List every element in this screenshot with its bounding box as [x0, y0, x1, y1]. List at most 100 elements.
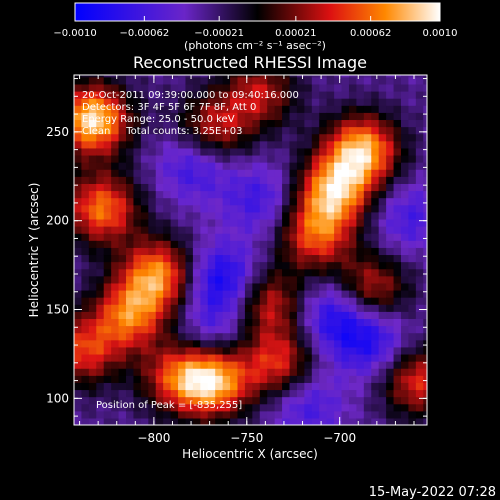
heatmap-cell: [252, 211, 261, 220]
heatmap-cell: [103, 410, 112, 419]
heatmap-cell: [74, 98, 83, 106]
heatmap-cell: [96, 396, 105, 405]
heatmap-cell: [230, 268, 239, 277]
heatmap-cell: [215, 346, 224, 355]
heatmap-cell: [140, 361, 149, 369]
heatmap-cell: [326, 311, 335, 319]
heatmap-cell: [215, 105, 224, 113]
heatmap-cell: [363, 254, 372, 263]
heatmap-cell: [408, 410, 417, 419]
heatmap-cell: [111, 162, 120, 170]
heatmap-cell: [415, 98, 424, 106]
heatmap-cell: [259, 417, 268, 425]
heatmap-cell: [215, 417, 224, 425]
heatmap-cell: [215, 254, 224, 263]
heatmap-cell: [363, 154, 372, 163]
heatmap-cell: [133, 76, 142, 85]
heatmap-cell: [148, 105, 157, 113]
heatmap-cell: [178, 233, 187, 241]
heatmap-cell: [192, 169, 201, 177]
heatmap-cell: [386, 325, 395, 334]
heatmap-cell: [252, 112, 261, 121]
heatmap-cell: [311, 83, 320, 92]
heatmap-cell: [311, 297, 320, 305]
heatmap-cell: [148, 353, 157, 362]
heatmap-cell: [274, 83, 283, 92]
heatmap-cell: [103, 268, 112, 277]
heatmap-cell: [334, 197, 343, 206]
heatmap-cell: [185, 268, 194, 277]
heatmap-cell: [296, 282, 305, 291]
heatmap-cell: [170, 403, 179, 412]
heatmap-cell: [371, 346, 380, 355]
heatmap-cell: [371, 318, 380, 327]
heatmap-cell: [215, 83, 224, 92]
heatmap-cell: [215, 119, 224, 128]
heatmap-cell: [222, 304, 231, 312]
heatmap-cell: [386, 346, 395, 355]
heatmap-cell: [178, 282, 187, 291]
heatmap-cell: [393, 75, 402, 78]
heatmap-cell: [244, 297, 253, 305]
heatmap-cell: [296, 268, 305, 277]
heatmap-cell: [170, 268, 179, 277]
heatmap-cell: [408, 396, 417, 405]
heatmap-cell: [289, 112, 298, 121]
heatmap-cell: [267, 346, 276, 355]
heatmap-cell: [259, 304, 268, 312]
heatmap-cell: [81, 353, 90, 362]
heatmap-cell: [88, 261, 97, 270]
heatmap-cell: [237, 211, 246, 220]
heatmap-cell: [363, 268, 372, 277]
heatmap-cell: [296, 417, 305, 425]
heatmap-cell: [378, 233, 387, 241]
heatmap-cell: [207, 112, 216, 121]
heatmap-cell: [81, 154, 90, 163]
heatmap-cell: [393, 76, 402, 85]
heatmap-cell: [178, 389, 187, 398]
heatmap-cell: [304, 233, 313, 241]
heatmap-cell: [274, 240, 283, 248]
heatmap-cell: [103, 197, 112, 206]
heatmap-cell: [103, 119, 112, 128]
heatmap-cell: [267, 332, 276, 341]
heatmap-cell: [415, 233, 424, 241]
x-axis-ticks: [79, 75, 415, 425]
heatmap-cell: [111, 261, 120, 270]
heatmap-cell: [326, 240, 335, 248]
heatmap-cell: [259, 403, 268, 412]
heatmap-cell: [408, 133, 417, 142]
heatmap-cell: [386, 382, 395, 391]
heatmap-cell: [415, 282, 424, 291]
heatmap-cell: [133, 83, 142, 92]
heatmap-cell: [88, 176, 97, 184]
heatmap-cell: [200, 325, 209, 334]
heatmap-cell: [363, 361, 372, 369]
heatmap-cell: [408, 90, 417, 99]
heatmap-cell: [148, 98, 157, 106]
heatmap-cell: [289, 226, 298, 234]
heatmap-cell: [341, 368, 350, 376]
heatmap-cell: [207, 289, 216, 298]
heatmap-cell: [230, 98, 239, 106]
heatmap-cell: [423, 396, 427, 405]
heatmap-cell: [282, 154, 291, 163]
heatmap-cell: [111, 353, 120, 362]
heatmap-cell: [386, 76, 395, 85]
heatmap-cell: [148, 368, 157, 376]
heatmap-cell: [133, 304, 142, 312]
heatmap-cell: [319, 410, 328, 419]
heatmap-cell: [393, 289, 402, 298]
colorbar: [74, 2, 441, 22]
heatmap-cell: [237, 218, 246, 227]
heatmap-cell: [408, 361, 417, 369]
heatmap-cell: [304, 382, 313, 391]
heatmap-cell: [148, 211, 157, 220]
heatmap-cell: [408, 403, 417, 412]
heatmap-cell: [133, 140, 142, 149]
heatmap-cell: [96, 361, 105, 369]
heatmap-cell: [371, 339, 380, 348]
heatmap-cell: [363, 105, 372, 113]
heatmap-cell: [192, 389, 201, 398]
heatmap-cell: [133, 154, 142, 163]
